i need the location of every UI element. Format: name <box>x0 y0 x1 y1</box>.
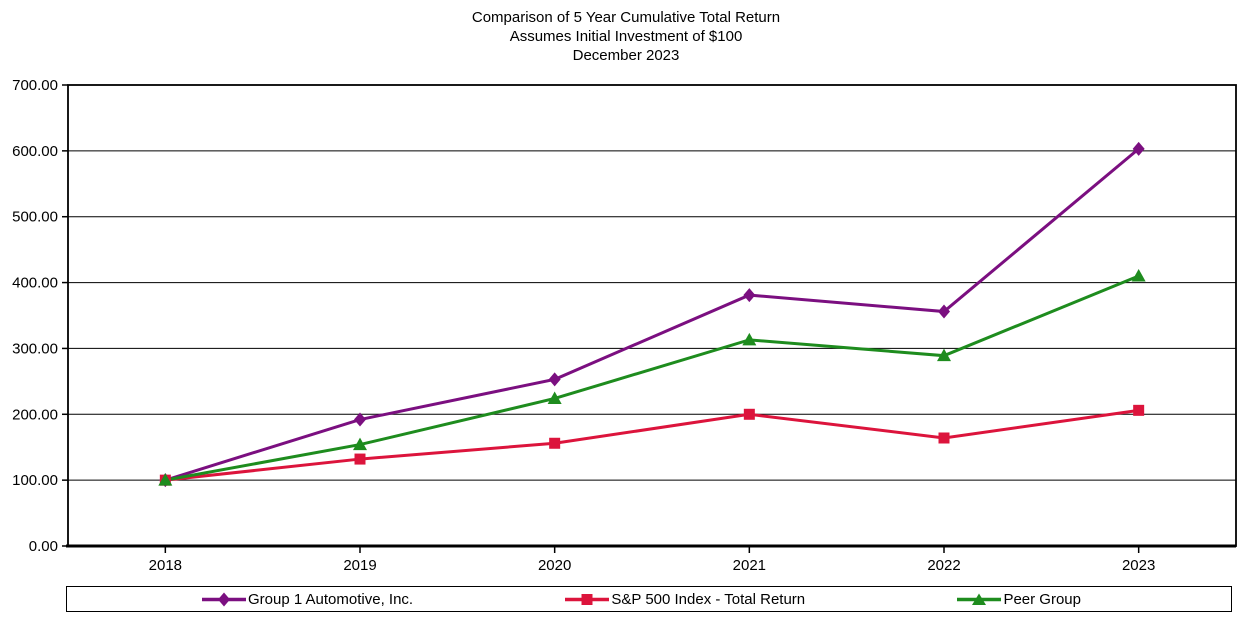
chart-title-block: Comparison of 5 Year Cumulative Total Re… <box>0 8 1252 65</box>
y-tick-label: 600.00 <box>12 143 58 160</box>
data-point-triangle <box>742 332 757 346</box>
y-tick-label: 300.00 <box>12 340 58 357</box>
series-line-square <box>165 408 1139 482</box>
data-point-diamond <box>548 372 561 387</box>
data-point-triangle <box>1131 268 1146 282</box>
chart-subtitle: Assumes Initial Investment of $100 <box>509 28 743 45</box>
data-point-square <box>549 437 561 449</box>
series-line-triangle <box>165 274 1140 482</box>
x-tick-label: 2021 <box>733 557 766 574</box>
legend-label: S&P 500 Index - Total Return <box>611 590 806 608</box>
data-point-diamond <box>938 304 950 319</box>
y-tick-label: 100.00 <box>12 472 58 489</box>
legend-label: Peer Group <box>1003 590 1081 608</box>
data-point-triangle <box>547 391 562 404</box>
plot-border <box>67 84 1237 547</box>
data-point-triangle <box>353 437 367 451</box>
y-tick-label: 200.00 <box>12 406 58 423</box>
y-tick-label: 400.00 <box>12 275 58 292</box>
data-point-square <box>938 432 950 444</box>
x-tick-label: 2020 <box>538 557 571 574</box>
x-tick-label: 2019 <box>343 557 376 574</box>
legend-triangle-marker-icon <box>957 592 1002 607</box>
data-point-square <box>743 408 755 420</box>
legend-item-group1-automotive: Group 1 Automotive, Inc. <box>202 591 413 608</box>
legend-label: Group 1 Automotive, Inc. <box>248 590 414 608</box>
x-tick-label: 2018 <box>149 557 182 574</box>
data-point-diamond <box>1132 141 1145 156</box>
chart-legend: Group 1 Automotive, Inc. S&P 500 Index -… <box>66 586 1232 612</box>
series-line-diamond <box>164 147 1140 482</box>
legend-diamond-marker-icon <box>202 592 246 607</box>
data-point-diamond <box>743 288 756 303</box>
data-point-triangle <box>937 348 951 362</box>
y-tick-label: 500.00 <box>12 209 58 226</box>
data-point-diamond <box>354 412 366 427</box>
x-tick-label: 2022 <box>927 557 960 574</box>
legend-item-sp500: S&P 500 Index - Total Return <box>565 591 805 608</box>
y-tick-label: 0.00 <box>29 538 58 555</box>
data-point-square <box>354 453 366 465</box>
y-tick-label: 700.00 <box>12 77 58 94</box>
legend-square-marker-icon <box>565 592 610 607</box>
data-point-square <box>1133 404 1145 416</box>
legend-item-peer-group: Peer Group <box>957 591 1081 608</box>
chart-subtitle-date: December 2023 <box>572 47 680 64</box>
data-point-triangle <box>158 473 173 486</box>
x-tick-label: 2023 <box>1122 557 1155 574</box>
chart-title: Comparison of 5 Year Cumulative Total Re… <box>471 9 781 26</box>
